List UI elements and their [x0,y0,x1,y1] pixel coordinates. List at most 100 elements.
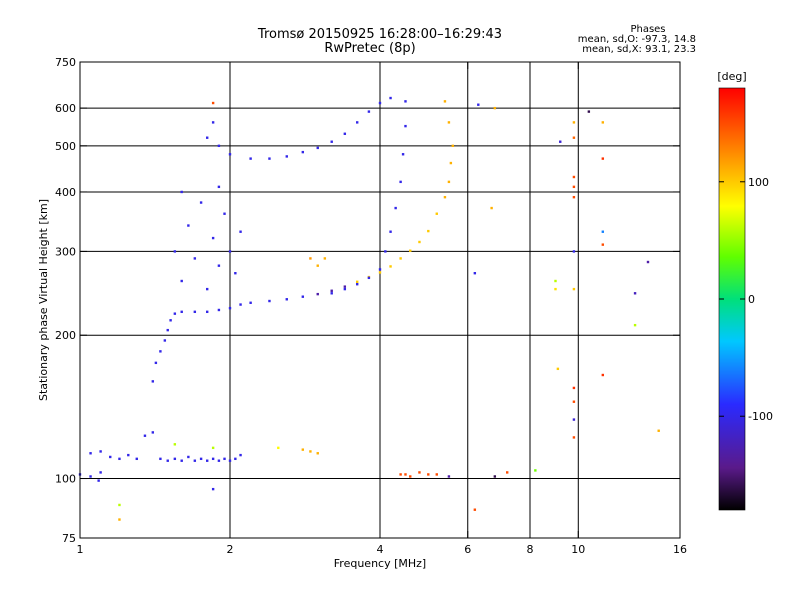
data-point [399,473,402,476]
data-point [173,443,177,446]
data-point [384,250,387,253]
x-tick-label: 10 [571,543,585,556]
data-point [228,153,232,156]
data-point [211,446,215,450]
data-point [601,121,605,124]
data-point [217,459,221,462]
colorbar-tick-label: 100 [748,176,769,189]
colorbar-label: [deg] [717,70,746,83]
data-point [285,298,288,301]
data-point [180,459,183,462]
y-tick-label: 200 [55,329,76,342]
data-point [493,475,497,478]
x-axis-label: Frequency [MHz] [334,557,426,570]
data-point [447,475,451,478]
data-point [223,212,226,215]
data-point [323,257,327,260]
data-point [127,453,130,457]
data-point [447,121,451,124]
data-point [404,100,407,103]
y-axis-label: Stationary phase Virtual Height [km] [37,199,50,401]
data-point [330,289,333,292]
data-point [534,469,537,472]
data-point [435,473,438,476]
data-point [435,212,438,215]
data-point [355,283,359,286]
data-point [118,518,121,521]
data-point [389,96,392,100]
data-point [572,386,576,390]
data-point [135,457,138,461]
phase-info-o: mean, sd,O: -97.3, 14.8 [578,34,696,45]
data-point [193,310,197,314]
data-point [399,257,402,260]
y-tick-label: 100 [55,473,76,486]
data-point [572,195,576,199]
data-point [418,471,421,474]
data-point [277,446,280,450]
data-point [228,306,232,310]
y-tick-label: 600 [55,102,76,115]
data-point [285,155,288,158]
data-point [378,271,382,274]
data-point [367,276,371,280]
y-tick-label: 75 [62,532,76,545]
x-tick-label: 6 [464,543,471,556]
data-point [646,260,650,264]
data-point [554,287,557,291]
data-point [572,121,576,124]
data-point [143,434,147,437]
data-point [211,457,215,461]
data-point [355,280,359,283]
data-point [173,457,177,461]
data-point [89,475,92,478]
data-point [490,206,493,210]
data-point [572,436,576,439]
data-point [572,185,576,189]
data-point [572,400,576,403]
data-point [316,146,319,150]
x-tick-label: 2 [227,543,234,556]
data-point [118,503,121,507]
data-point [151,380,155,383]
data-point [239,453,242,457]
data-point [601,373,605,377]
data-point [409,475,412,478]
data-point [109,455,112,459]
data-points [78,96,660,521]
data-point [451,144,455,148]
data-point [211,236,215,240]
data-point [447,180,451,184]
data-point [301,295,305,298]
data-point [199,201,203,204]
data-point [99,471,102,474]
data-point [404,473,407,476]
data-point [378,268,382,271]
data-point [166,459,169,462]
data-point [389,230,392,233]
data-point [330,292,333,295]
axes: 1 2 4 6 8 10 16 75 100 200 300 400 500 600 750 [55,56,687,556]
data-point [477,103,480,106]
data-point [151,431,155,434]
data-point [301,150,305,154]
data-point [559,140,562,143]
data-point [587,110,591,113]
data-point [473,508,477,511]
data-point [239,303,242,306]
data-point [493,106,497,110]
data-point [418,240,421,244]
data-point [449,161,453,165]
data-point [404,124,407,128]
data-point [89,452,92,455]
x-tick-label: 16 [673,543,687,556]
data-point [169,319,172,322]
data-point [399,180,402,184]
data-point [163,339,167,342]
data-point [633,292,637,295]
data-point [554,279,557,283]
data-point [657,429,660,432]
data-point [343,285,347,288]
data-point [316,452,319,455]
data-point [572,250,576,253]
